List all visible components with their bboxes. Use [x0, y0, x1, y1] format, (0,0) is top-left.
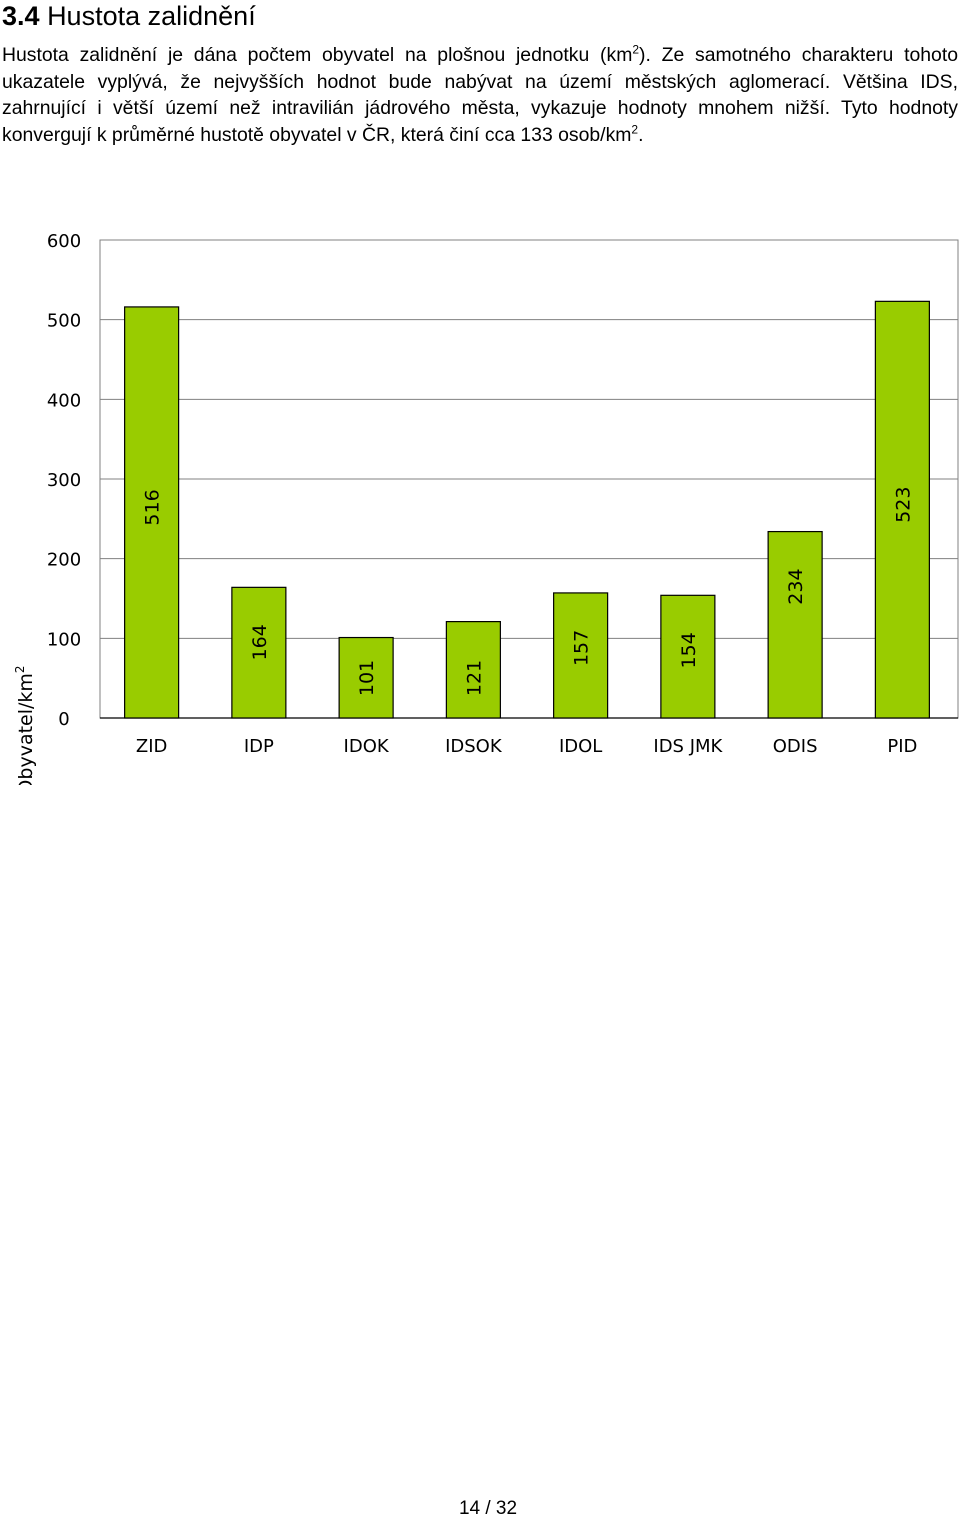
x-tick-label-pid: PID: [887, 736, 917, 757]
bar-idok: [338, 636, 394, 719]
x-tick-label-idok: IDOK: [344, 736, 390, 757]
x-tick-label-idsok: IDSOK: [445, 736, 503, 757]
y-tick-label-0: 0: [58, 709, 69, 730]
y-tick-label-500: 500: [47, 311, 81, 332]
value-label-idsok: 121: [463, 660, 485, 696]
y-tick-label-600: 600: [47, 231, 81, 252]
bar-odis: [767, 530, 823, 719]
section-title: Hustota zalidnění: [47, 1, 256, 31]
y-axis-label-sup: 2: [13, 665, 27, 673]
bar-layer: [124, 300, 930, 719]
bar-idol: [553, 592, 609, 719]
paragraph-text-3: .: [638, 123, 644, 146]
superscript-1: 2: [632, 42, 640, 57]
x-tick-label-zid: ZID: [136, 736, 168, 757]
value-label-idok: 101: [356, 660, 378, 696]
y-tick-label-400: 400: [47, 390, 81, 411]
bar-pid: [874, 300, 930, 719]
page-number: 14 / 32: [458, 1498, 518, 1519]
section-number: 3.4: [2, 1, 40, 31]
paragraph-text-1: Hustota zalidnění je dána počtem obyvate…: [2, 44, 633, 66]
value-label-idol: 157: [571, 630, 593, 666]
grid-layer: [99, 239, 959, 719]
x-tick-label-idol: IDOL: [559, 736, 602, 757]
x-tick-label-idp: IDP: [244, 736, 274, 757]
superscript-2: 2: [631, 122, 639, 137]
value-label-zid: 516: [142, 489, 164, 525]
value-label-ids-jmk: 154: [678, 632, 700, 668]
value-label-pid: 523: [892, 487, 914, 523]
bar-zid: [124, 306, 180, 719]
x-tick-label-ids-jmk: IDS JMK: [653, 736, 723, 757]
y-axis-label-text: Obyvatel/km: [15, 673, 37, 785]
bar-idp: [231, 586, 287, 719]
body-paragraph: Hustota zalidnění je dána počtem obyvate…: [2, 42, 958, 148]
section-heading: 3.4 Hustota zalidnění: [2, 0, 256, 32]
value-label-idp: 164: [249, 624, 271, 660]
label-layer: 0 100 200 300 400 500 600 516 ZID 164 IDP 101 IDOK 12…: [47, 231, 918, 757]
y-tick-label-100: 100: [47, 629, 81, 650]
x-tick-label-odis: ODIS: [773, 736, 818, 757]
population-density-chart: 0 100 200 300 400 500 600 516 ZID 164 IDP 101 IDOK 12…: [13, 231, 959, 785]
y-axis-label: Obyvatel/km2: [13, 665, 37, 785]
y-tick-label-300: 300: [47, 470, 81, 491]
bar-ids-jmk: [660, 594, 716, 719]
y-tick-label-200: 200: [47, 550, 81, 571]
paragraph-text-2: ). Ze samotného charakteru tohoto ukazat…: [2, 44, 958, 146]
value-label-odis: 234: [785, 568, 807, 604]
bar-idsok: [445, 621, 501, 719]
